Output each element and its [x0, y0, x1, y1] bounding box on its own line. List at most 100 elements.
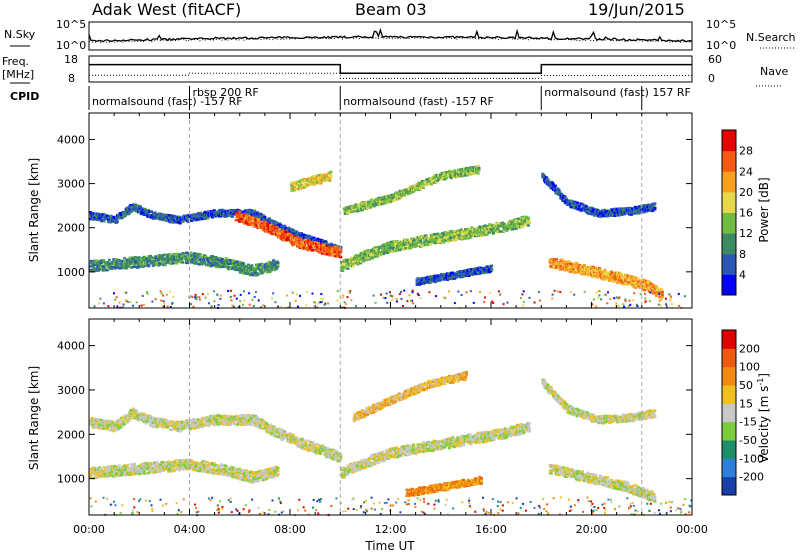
range-cell-power [460, 232, 464, 236]
range-cell-power [422, 279, 426, 283]
range-cell-power [454, 234, 458, 238]
range-cell-power [249, 220, 253, 224]
range-cell-power [123, 260, 127, 263]
range-cell-power [404, 238, 407, 241]
range-cell-power [171, 254, 175, 257]
range-cell-power [325, 251, 329, 254]
range-cell-power [359, 209, 362, 212]
range-cell-power [348, 264, 352, 267]
range-cell-power [429, 280, 433, 283]
range-cell-power [289, 235, 293, 239]
range-cell-power [161, 257, 165, 260]
range-cell-power [392, 195, 396, 199]
range-cell-power [238, 271, 242, 274]
range-cell-power [359, 262, 363, 265]
range-cell-power [361, 260, 365, 263]
range-cell-power [178, 222, 182, 225]
range-cell-power [241, 218, 244, 221]
range-cell-power [487, 226, 491, 230]
range-cell-power [412, 186, 415, 189]
range-cell-power [275, 266, 279, 269]
range-cell-power [182, 254, 186, 257]
range-cell-power [276, 223, 279, 226]
range-cell-power [202, 259, 206, 262]
range-cell-power [347, 211, 351, 215]
range-cell-power [277, 232, 281, 236]
range-cell-power [240, 270, 244, 273]
range-cell-power [585, 205, 588, 208]
range-cell-power [154, 261, 158, 264]
range-cell-power [219, 257, 223, 260]
range-cell-power [301, 180, 305, 184]
range-cell-power [371, 253, 375, 256]
range-cell-power [413, 245, 417, 249]
range-cell-power [412, 190, 415, 193]
range-cell-power [355, 258, 359, 261]
range-cell-power [383, 244, 387, 248]
range-cell-power [410, 242, 414, 245]
range-cell-power [456, 168, 460, 172]
range-cell-power [170, 260, 174, 263]
range-cell-power [127, 209, 131, 212]
nave-label: Nave [760, 65, 788, 78]
range-cell-power [112, 258, 116, 261]
range-cell-power [270, 220, 274, 223]
range-cell-power [589, 212, 593, 216]
range-cell-power [384, 199, 388, 202]
range-cell-power [430, 183, 433, 186]
range-cell-power [133, 257, 136, 261]
range-cell-power [115, 218, 118, 222]
range-cell-power [414, 236, 418, 240]
range-cell-power [322, 243, 325, 246]
range-cell-power [385, 243, 389, 247]
range-cell-power [238, 220, 242, 223]
range-cell-power [302, 178, 306, 181]
range-cell-power [473, 227, 477, 231]
range-cell-power [463, 237, 467, 240]
range-cell-power [475, 270, 479, 273]
range-cell-power [273, 268, 276, 271]
range-cell-power [242, 263, 246, 266]
range-cell-power [567, 200, 571, 203]
range-cell-power [267, 267, 271, 270]
range-cell-power [106, 214, 109, 218]
range-cell-power [509, 225, 513, 228]
range-cell-power [99, 261, 103, 264]
range-cell-power [431, 237, 435, 241]
range-cell-power [174, 221, 178, 224]
range-cell-power [151, 216, 155, 219]
range-cell-power [118, 216, 122, 219]
range-cell-power [205, 213, 209, 217]
range-cell-power [551, 185, 555, 188]
range-cell-power [264, 266, 268, 270]
range-cell-power [392, 246, 396, 250]
range-cell-power [273, 223, 277, 227]
range-cell-power [193, 262, 197, 265]
range-cell-power [332, 245, 336, 248]
range-cell-power [134, 203, 138, 206]
range-cell-power [434, 241, 438, 245]
range-cell-power [564, 262, 568, 266]
range-cell-power [613, 214, 617, 217]
freq-panel-frame [88, 55, 693, 83]
range-cell-power [127, 265, 131, 268]
range-cell-power [139, 205, 142, 208]
range-cell-power [166, 256, 170, 259]
range-cell-power [136, 262, 140, 266]
range-cell-power [367, 252, 371, 256]
range-cell-power [302, 236, 306, 239]
range-cell-power [203, 261, 206, 264]
range-cell-power [586, 208, 590, 211]
range-cell-power [418, 277, 422, 280]
range-cell-power [464, 174, 468, 177]
range-cell-power [473, 268, 477, 272]
range-cell-power [445, 273, 449, 277]
range-cell-power [483, 229, 487, 232]
range-cell-power [219, 215, 223, 218]
range-cell-power [157, 254, 161, 257]
range-cell-power [474, 171, 478, 174]
range-cell-power [420, 244, 424, 247]
range-cell-power [295, 180, 299, 183]
range-cell-power [394, 243, 398, 246]
range-cell-power [403, 243, 407, 247]
